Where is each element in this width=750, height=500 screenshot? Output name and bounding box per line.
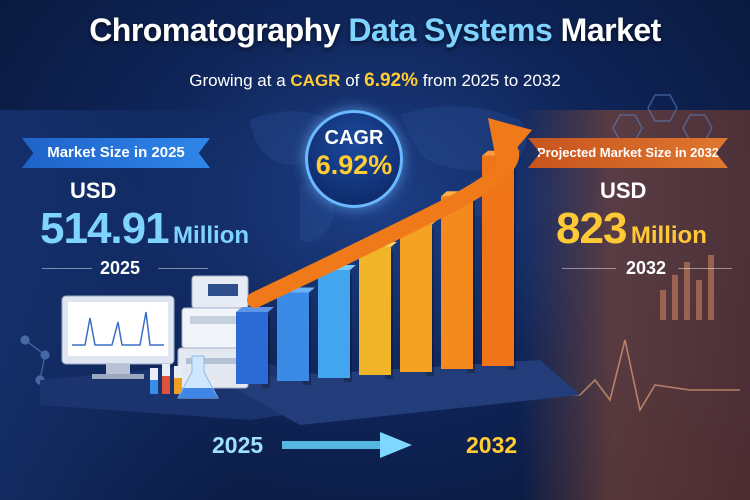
subtitle-prefix: Growing at a xyxy=(189,71,286,90)
chart-bar-front xyxy=(441,196,473,369)
left-rule-b xyxy=(158,268,208,269)
background-mini-chart xyxy=(660,255,714,320)
timeline-start-year: 2025 xyxy=(212,432,264,458)
right-year: 2032 xyxy=(626,258,667,278)
subtitle-cagr-value: 6.92% xyxy=(364,70,418,91)
flask-graphic xyxy=(177,355,219,399)
chart-bar xyxy=(359,241,397,379)
projected-size-banner: Projected Market Size in 2032 xyxy=(528,138,728,168)
chart-bar-front xyxy=(359,246,391,375)
left-market-value: 514.91 Million xyxy=(40,204,249,254)
left-currency: USD xyxy=(70,178,117,203)
lab-vials xyxy=(150,364,182,394)
waveform-line xyxy=(545,339,740,413)
chart-bar-front xyxy=(318,270,350,378)
chart-bar-front xyxy=(236,312,268,384)
chart-bar-top xyxy=(236,307,274,312)
subtitle-of: of xyxy=(345,71,360,90)
right-amount-unit: Million xyxy=(630,222,707,249)
timeline-end-year: 2032 xyxy=(466,432,518,458)
cagr-badge-value: 6.92% xyxy=(315,150,393,180)
hexagon-network-graphic xyxy=(612,94,713,142)
left-rule-a xyxy=(42,268,92,269)
left-amount-unit: Million xyxy=(173,222,250,249)
page-title: Chromatography Data Systems Market xyxy=(0,12,750,49)
cagr-badge-label: CAGR xyxy=(324,127,384,149)
chart-bar xyxy=(441,191,479,373)
title-accent: Data Systems xyxy=(348,12,553,48)
chart-bar xyxy=(318,265,356,382)
chart-platform xyxy=(220,360,580,425)
right-amount-number: 823 xyxy=(556,204,627,253)
subtitle: Growing at a CAGR of 6.92% from 2025 to … xyxy=(0,70,750,92)
right-rule-a xyxy=(562,268,616,269)
left-amount-number: 514.91 xyxy=(40,204,170,253)
cagr-badge: CAGR 6.92% xyxy=(305,110,403,208)
right-currency: USD xyxy=(600,178,647,203)
chart-bar-front xyxy=(277,292,309,381)
growth-bar-series xyxy=(236,150,520,388)
chart-bar xyxy=(277,287,315,385)
subtitle-cagr-key: CAGR xyxy=(290,71,341,90)
right-market-value: 823 Million xyxy=(556,204,707,254)
subtitle-suffix: from 2025 to 2032 xyxy=(422,71,561,90)
timeline-arrow xyxy=(282,432,412,458)
chart-bar-front xyxy=(400,224,432,372)
molecule-graphic xyxy=(20,335,50,385)
title-main: Chromatography xyxy=(89,12,340,48)
market-size-banner: Market Size in 2025 xyxy=(22,138,210,168)
title-end: Market xyxy=(560,12,662,48)
chart-bar xyxy=(400,219,438,376)
growth-arrow xyxy=(247,118,532,308)
left-year: 2025 xyxy=(100,258,141,278)
chart-bar xyxy=(236,307,274,388)
monitor-graphic xyxy=(61,295,175,379)
right-rule-b xyxy=(678,268,732,269)
